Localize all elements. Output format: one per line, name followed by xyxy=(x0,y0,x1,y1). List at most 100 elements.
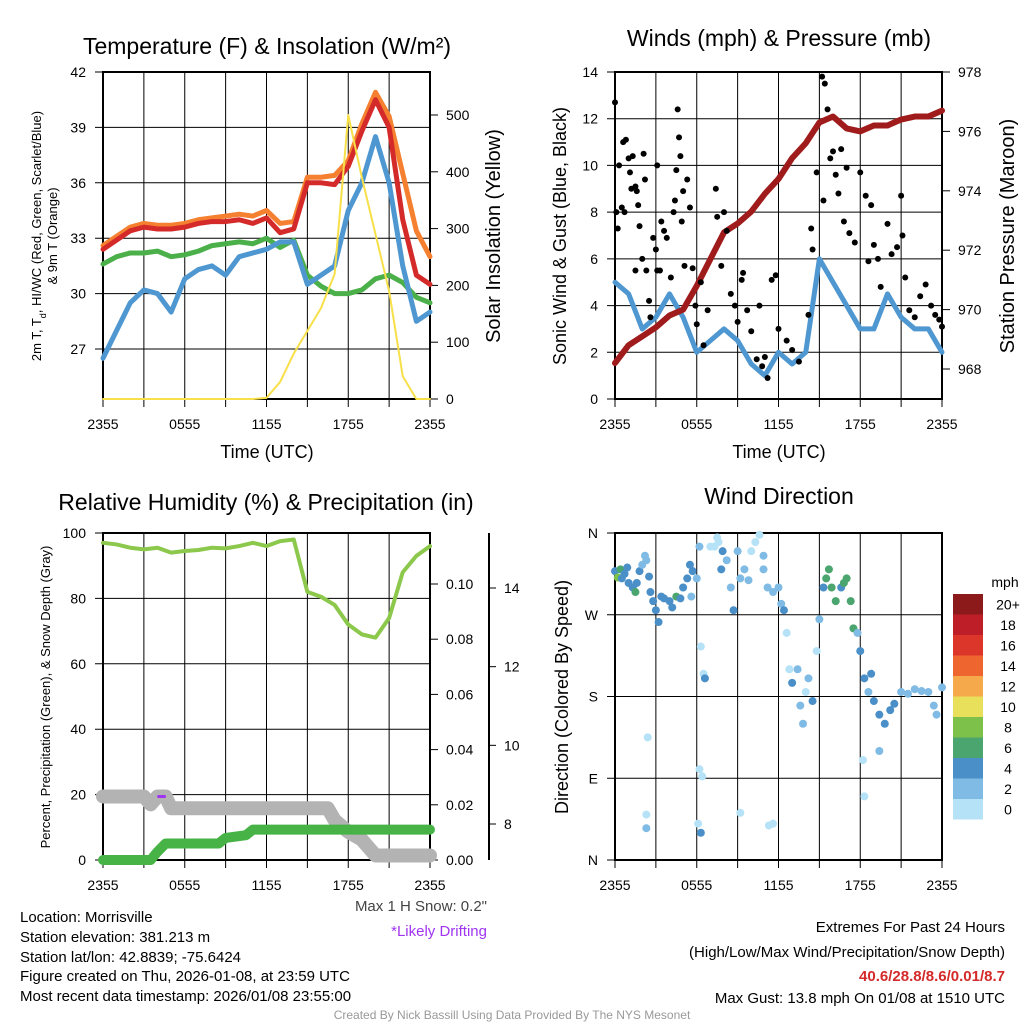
series-precipitation xyxy=(98,824,435,865)
pressure-y-tick-label: 968 xyxy=(958,361,982,377)
series-2m-t xyxy=(100,97,433,287)
x-tick-label: 2355 xyxy=(599,416,630,432)
latlon-text: Station lat/lon: 42.8839; -75.6424 xyxy=(20,949,241,966)
gust-point xyxy=(874,255,881,262)
winds-plot-frame xyxy=(614,71,943,400)
gust-point xyxy=(678,218,685,225)
direction-point xyxy=(676,594,685,603)
direction-point xyxy=(687,592,696,601)
gust-point xyxy=(917,293,924,300)
solar-y-label: Solar Insolation (Yellow) xyxy=(483,129,505,343)
gust-point xyxy=(936,316,943,323)
pressure-y-tick-label: 972 xyxy=(958,242,982,258)
direction-point xyxy=(929,701,938,710)
gust-point xyxy=(764,374,771,381)
temperature-panel: Temperature (F) & Insolation (W/m²) Time… xyxy=(29,33,505,462)
gust-point xyxy=(656,267,663,274)
direction-point xyxy=(733,547,742,556)
gust-point xyxy=(740,269,747,276)
direction-point xyxy=(635,567,644,576)
direction-point xyxy=(938,683,946,692)
temperature-y-label-line2: & 9m T (Orange) xyxy=(45,187,60,284)
direction-point xyxy=(744,576,753,585)
gust-point xyxy=(827,155,834,162)
direction-point xyxy=(842,574,851,583)
direction-point xyxy=(860,792,869,801)
direction-point xyxy=(740,565,749,574)
gust-point xyxy=(922,281,929,288)
direction-point xyxy=(801,687,810,696)
humidity-panel: Relative Humidity (%) & Precipitation (i… xyxy=(38,489,520,940)
gust-point xyxy=(813,169,820,176)
gust-point xyxy=(700,342,707,349)
direction-point xyxy=(696,828,705,837)
gust-point xyxy=(674,106,681,113)
colorbar-swatch xyxy=(953,594,983,615)
snow-y-tick-label: 12 xyxy=(504,659,520,675)
snow-y-tick-label: 8 xyxy=(504,816,512,832)
gust-point xyxy=(939,323,945,330)
x-tick-label: 1755 xyxy=(333,877,364,893)
direction-point xyxy=(924,687,933,696)
x-tick-label: 0555 xyxy=(681,416,712,432)
pressure-y-tick-label: 970 xyxy=(958,302,982,318)
direction-point xyxy=(642,556,651,565)
gust-point xyxy=(899,232,906,239)
gust-point xyxy=(684,176,691,183)
gust-point xyxy=(692,302,699,309)
x-tick-label: 1155 xyxy=(763,877,793,893)
gust-point xyxy=(821,80,828,87)
direction-point xyxy=(890,699,899,708)
max-gust-text: Max Gust: 13.8 mph On 01/08 at 1510 UTC xyxy=(715,990,1005,1007)
gust-point xyxy=(843,164,850,171)
direction-point xyxy=(875,747,884,755)
humidity-y-tick-label: 60 xyxy=(70,656,86,672)
gust-point xyxy=(629,153,636,160)
gust-point xyxy=(759,363,766,370)
temperature-y-tick-label: 36 xyxy=(70,175,86,191)
x-tick-label: 1755 xyxy=(333,416,364,432)
direction-point xyxy=(796,701,805,710)
gust-point xyxy=(670,209,677,216)
gust-point xyxy=(862,192,869,199)
gust-point xyxy=(835,190,842,197)
direction-point xyxy=(822,574,831,583)
colorbar-swatch xyxy=(953,696,983,717)
gust-point xyxy=(636,223,643,230)
colorbar-label: 18 xyxy=(1000,617,1016,633)
precip-y-tick-label: 0.06 xyxy=(446,686,473,702)
direction-point xyxy=(875,710,884,719)
colorbar-label: 12 xyxy=(1000,678,1016,694)
humidity-y-tick-label: 80 xyxy=(70,590,86,606)
wind-y-tick-label: 8 xyxy=(590,204,598,220)
gust-point xyxy=(731,302,738,309)
gust-point xyxy=(832,171,839,178)
gust-point xyxy=(783,337,790,344)
direction-point xyxy=(649,597,658,606)
gust-point xyxy=(712,185,719,192)
precip-y-tick-label: 0.02 xyxy=(446,797,473,813)
x-tick-label: 2355 xyxy=(599,877,630,893)
gust-point xyxy=(718,262,725,269)
gust-point xyxy=(673,167,680,174)
direction-point xyxy=(645,572,654,581)
gust-point xyxy=(906,307,913,314)
colorbar-title: mph xyxy=(991,574,1018,590)
direction-point xyxy=(751,538,760,547)
direction-point xyxy=(631,588,640,597)
likely-drifting-label: *Likely Drifting xyxy=(391,923,487,940)
gust-point xyxy=(686,204,693,211)
gust-point xyxy=(681,262,688,269)
direction-point xyxy=(688,567,697,576)
x-tick-label: 2355 xyxy=(87,416,118,432)
extremes-title: Extremes For Past 24 Hours xyxy=(816,919,1005,936)
humidity-y-tick-label: 20 xyxy=(70,787,86,803)
gust-point xyxy=(680,188,687,195)
gust-point xyxy=(748,328,755,335)
solar-y-tick-label: 500 xyxy=(446,107,470,123)
direction-point xyxy=(831,597,840,606)
gust-point xyxy=(727,290,734,297)
gust-point xyxy=(805,311,812,318)
direction-point xyxy=(763,583,772,592)
